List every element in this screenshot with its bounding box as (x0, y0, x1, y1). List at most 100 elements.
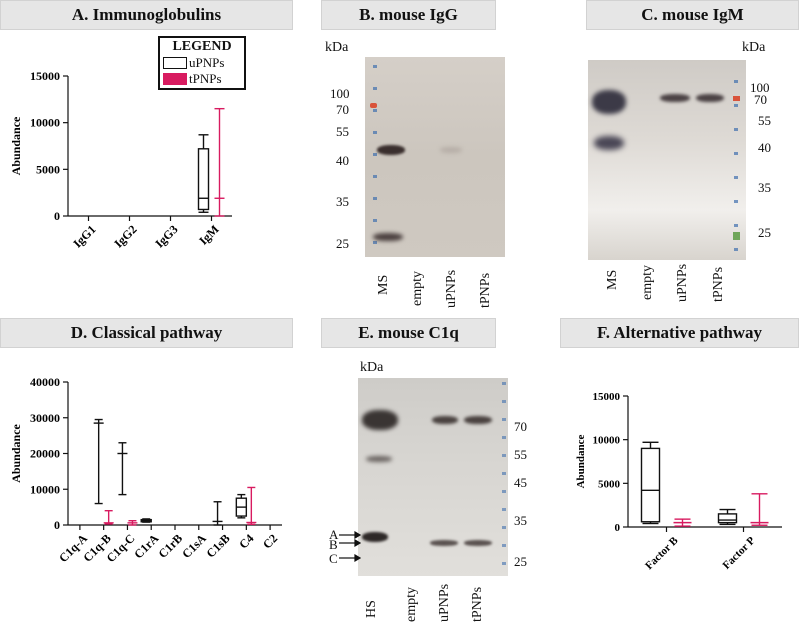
x-tick-label: C2 (260, 531, 280, 551)
ladder-red-band (370, 103, 377, 108)
blot-b-marker-25: 25 (336, 236, 349, 251)
blot-c-marker-100: 100 (750, 80, 770, 95)
band-ms-25kda (373, 233, 403, 241)
panel-f-title: F. Alternative pathway (560, 318, 799, 348)
x-tick-label: C4 (236, 531, 256, 551)
x-tick-label: C1rB (155, 531, 185, 561)
band-hs-lower (362, 532, 388, 542)
tpnps-box-c1q-b (103, 509, 114, 525)
faint-band-upnps (440, 147, 462, 153)
blot-e-arrows (339, 530, 361, 563)
blot-b-marker-55: 55 (336, 124, 349, 139)
blot-e-lane-upnps: uPNPs (437, 583, 452, 622)
legend-title: LEGEND (172, 39, 232, 54)
x-tick-label: IgM (196, 222, 221, 247)
tpnps-box-igm (214, 107, 225, 217)
western-blot-igm (588, 60, 746, 260)
y-tick-label: 0 (615, 522, 621, 534)
band-upnps-igm (660, 94, 690, 102)
band-tpnps-c1q (464, 416, 492, 424)
blot-e-arrow-c-label: C (329, 551, 338, 566)
upnps-box-c1q-c (117, 442, 128, 496)
blot-e-marker-70: 70 (514, 419, 527, 434)
band-hs-middle (366, 456, 392, 462)
y-tick-label: 30000 (30, 411, 60, 425)
band-hs-upper (362, 410, 398, 430)
ladder-lane (734, 80, 738, 256)
blot-c-lane-upnps: uPNPs (675, 263, 690, 302)
blot-b-marker-40: 40 (336, 153, 349, 168)
chart-f-alternative-pathway: 0 5000 10000 15000 Factor B Factor P Abundance (575, 391, 782, 572)
y-tick-label: 10000 (30, 482, 60, 496)
blot-e-lane-tpnps: tPNPs (470, 586, 485, 622)
y-tick-label: 0 (54, 209, 60, 223)
panel-e-title: E. mouse C1q (321, 318, 496, 348)
blot-c-lane-tpnps: tPNPs (711, 266, 726, 302)
blot-c-lane-ms: MS (605, 269, 620, 290)
tpnps-box-c4 (246, 486, 257, 525)
x-tick-label: Factor B (643, 534, 681, 572)
upnps-box-c1sb (212, 501, 223, 526)
blot-c-kda: kDa (742, 40, 766, 55)
box-iqr (717, 513, 738, 524)
y-tick-label: 15000 (30, 69, 60, 83)
blot-b-marker-35: 35 (336, 194, 349, 209)
legend-item-upnps: uPNPs (163, 55, 244, 71)
upnps-box-factor-b (640, 441, 661, 525)
y-tick-label: 5000 (36, 162, 60, 176)
blot-c-marker-70: 70 (754, 92, 767, 107)
y-tick-label: 5000 (598, 478, 621, 490)
upnps-box-factor-p (717, 508, 738, 526)
blot-e-kda: kDa (360, 360, 384, 375)
y-tick-label: 40000 (30, 375, 60, 389)
legend-label-tpnps: tPNPs (189, 71, 222, 86)
x-tick-label: IgG2 (111, 222, 139, 250)
blot-c-marker-40: 40 (758, 140, 771, 155)
y-tick-label: 15000 (593, 391, 621, 403)
panel-a-title: A. Immunoglobulins (0, 0, 293, 30)
x-tick-label: IgG3 (152, 222, 180, 250)
y-tick-label: 10000 (30, 116, 60, 130)
band-ms-light (594, 136, 624, 150)
blot-e-lane-hs: HS (364, 600, 379, 618)
legend-item-tpnps: tPNPs (163, 71, 244, 87)
panel-b-title: B. mouse IgG (321, 0, 496, 30)
legend-swatch-tpnps (163, 73, 187, 85)
blot-e-lane-empty: empty (404, 587, 419, 622)
tpnps-box-c1q-c (127, 520, 138, 526)
band-ms-heavy (592, 90, 626, 114)
blot-b-lane-upnps: uPNPs (444, 269, 459, 308)
box-iqr (640, 447, 661, 523)
x-tick-label: C1sB (203, 531, 232, 560)
x-tick-label: Factor P (721, 534, 758, 571)
y-axis-label: Abundance (9, 116, 23, 175)
legend: LEGEND uPNPs tPNPs (158, 36, 246, 90)
panel-d-title: D. Classical pathway (0, 318, 293, 348)
western-blot-c1q (358, 378, 508, 576)
band-ms-50kda (377, 145, 405, 155)
tpnps-box-factor-b (673, 518, 692, 527)
blot-b-lane-empty: empty (410, 271, 425, 306)
blot-b-kda: kDa (325, 40, 349, 55)
band-tpnps-igm (696, 94, 724, 102)
blot-c-marker-25: 25 (758, 225, 771, 240)
blot-e-marker-55: 55 (514, 447, 527, 462)
band-tpnps-lower (464, 540, 492, 546)
blot-b-marker-70: 70 (336, 102, 349, 117)
blot-b-lane-tpnps: tPNPs (478, 272, 493, 308)
panel-c-title: C. mouse IgM (586, 0, 799, 30)
upnps-box-c4 (235, 493, 248, 519)
western-blot-igg (365, 57, 505, 257)
chart-d-classical-pathway: 010000200003000040000C1q-AC1q-BC1q-CC1rA… (9, 375, 282, 565)
y-axis-label: Abundance (9, 423, 23, 482)
y-tick-label: 10000 (593, 435, 621, 447)
ladder-lane (502, 382, 506, 572)
ladder-green-band (733, 232, 740, 240)
blot-c-marker-55: 55 (758, 113, 771, 128)
blot-b-marker-100: 100 (330, 86, 350, 101)
legend-swatch-upnps (163, 57, 187, 69)
upnps-box-c1q-b (93, 418, 104, 505)
band-upnps-c1q (432, 416, 458, 424)
blot-c-lane-empty: empty (640, 265, 655, 300)
ladder-lane (373, 65, 377, 253)
